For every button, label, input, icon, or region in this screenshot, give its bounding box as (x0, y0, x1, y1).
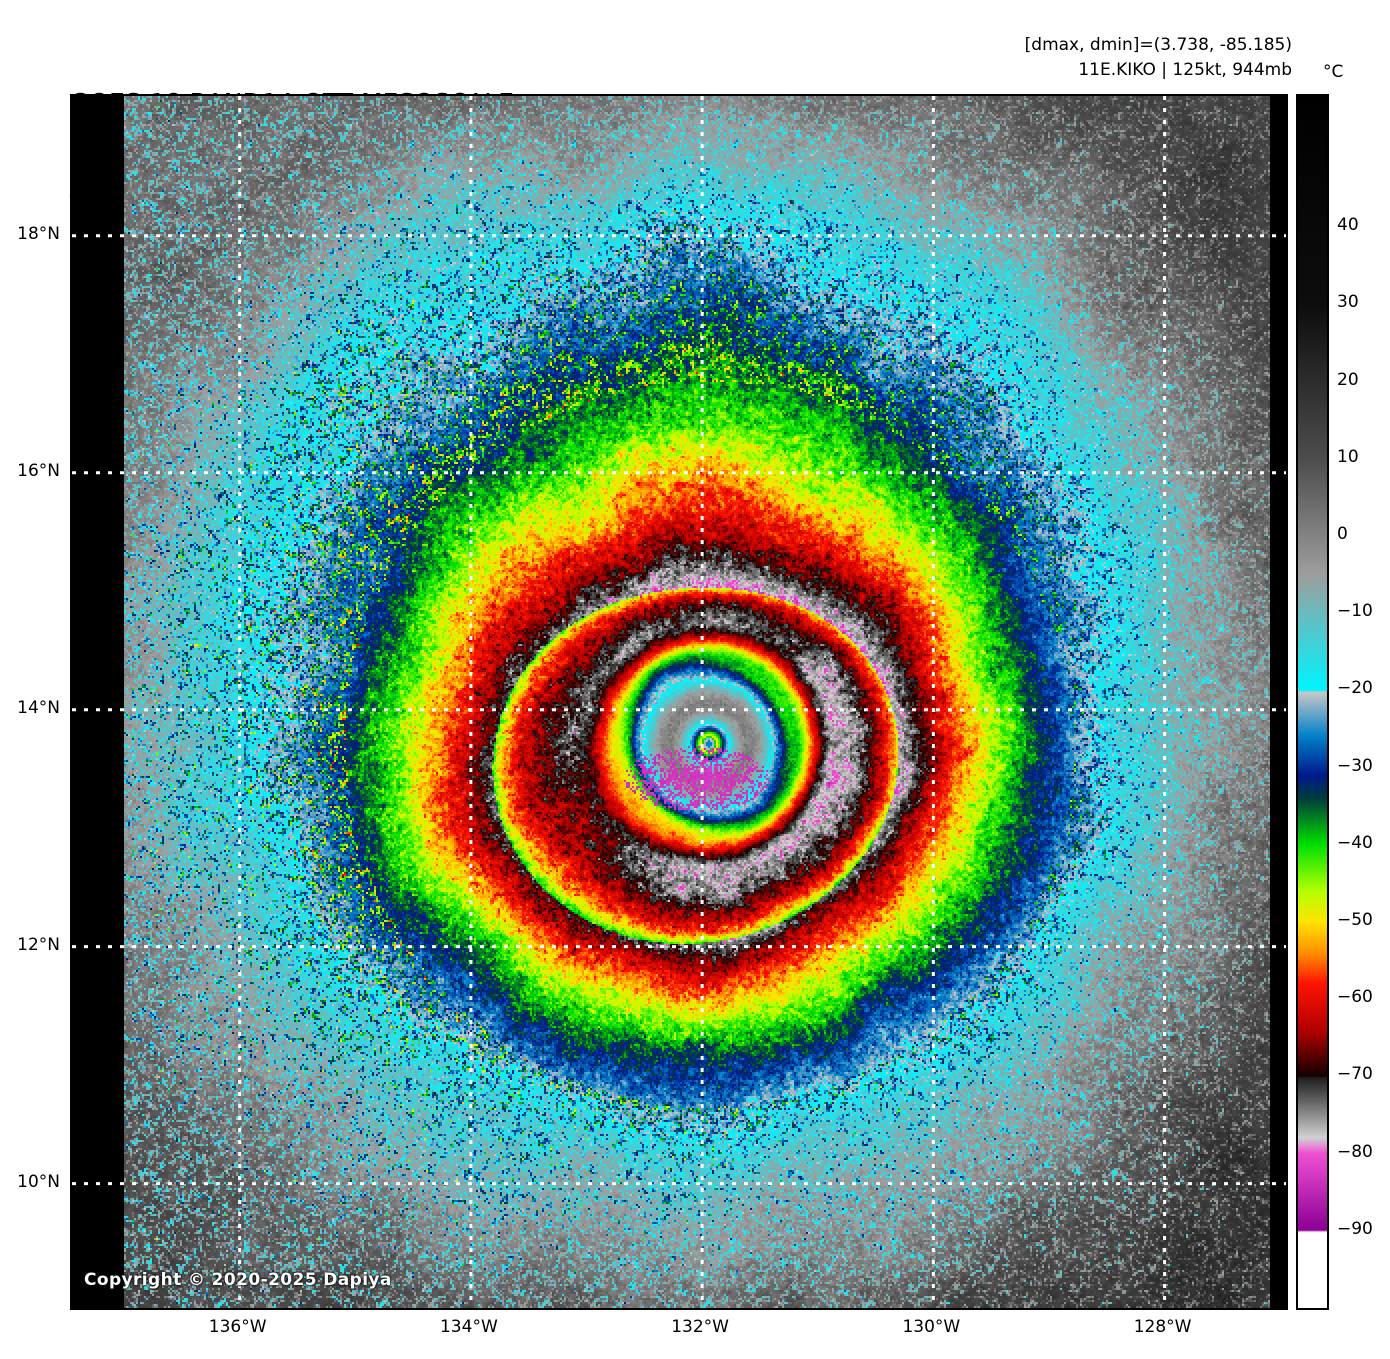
colorbar-tick-label: −10 (1337, 601, 1373, 622)
colorbar-tick-label: −60 (1337, 987, 1373, 1008)
storm-info-text: 11E.KIKO | 125kt, 944mb (1078, 60, 1292, 80)
colorbar-tick-label: 40 (1337, 215, 1359, 236)
data-range-text: [dmax, dmin]=(3.738, -85.185) (1024, 35, 1292, 55)
metadata-block: [dmax, dmin]=(3.738, -85.185) 11E.KIKO |… (1025, 33, 1292, 83)
longitude-tick-label: 128°W (1133, 1317, 1192, 1337)
colorbar-tick-label: −90 (1337, 1218, 1373, 1239)
longitude-tick-label: 130°W (902, 1317, 961, 1337)
colorbar-unit-label: °C (1323, 62, 1344, 82)
satellite-image-plot[interactable]: Copyright © 2020-2025 Dapiya (70, 94, 1288, 1310)
colorbar-tick-label: −30 (1337, 755, 1373, 776)
colorbar-tick-label: −20 (1337, 678, 1373, 699)
colorbar-tick-label: −70 (1337, 1064, 1373, 1085)
colorbar-tick-label: 10 (1337, 446, 1359, 467)
latitude-tick-label: 14°N (17, 697, 60, 718)
colorbar-tick-label: −80 (1337, 1141, 1373, 1162)
longitude-tick-label: 136°W (208, 1317, 267, 1337)
longitude-tick-label: 132°W (671, 1317, 729, 1337)
colorbar-gradient (1298, 96, 1327, 1308)
colorbar-tick-label: 30 (1337, 292, 1359, 313)
latitude-tick-label: 12°N (17, 934, 60, 955)
colorbar-tick-label: −50 (1337, 910, 1373, 930)
longitude-tick-label: 134°W (439, 1317, 498, 1337)
copyright-notice: Copyright © 2020-2025 Dapiya (84, 1270, 392, 1290)
latitude-tick-label: 10°N (17, 1171, 60, 1192)
latitude-tick-label: 16°N (17, 460, 60, 481)
colorbar-tick-label: 0 (1337, 524, 1348, 545)
latitude-tick-label: 18°N (17, 223, 60, 244)
satellite-imagery-canvas (72, 96, 1286, 1308)
colorbar-tick-label: 20 (1337, 369, 1359, 390)
colorbar-tick-label: −40 (1337, 832, 1373, 853)
temperature-colorbar[interactable] (1296, 94, 1329, 1310)
